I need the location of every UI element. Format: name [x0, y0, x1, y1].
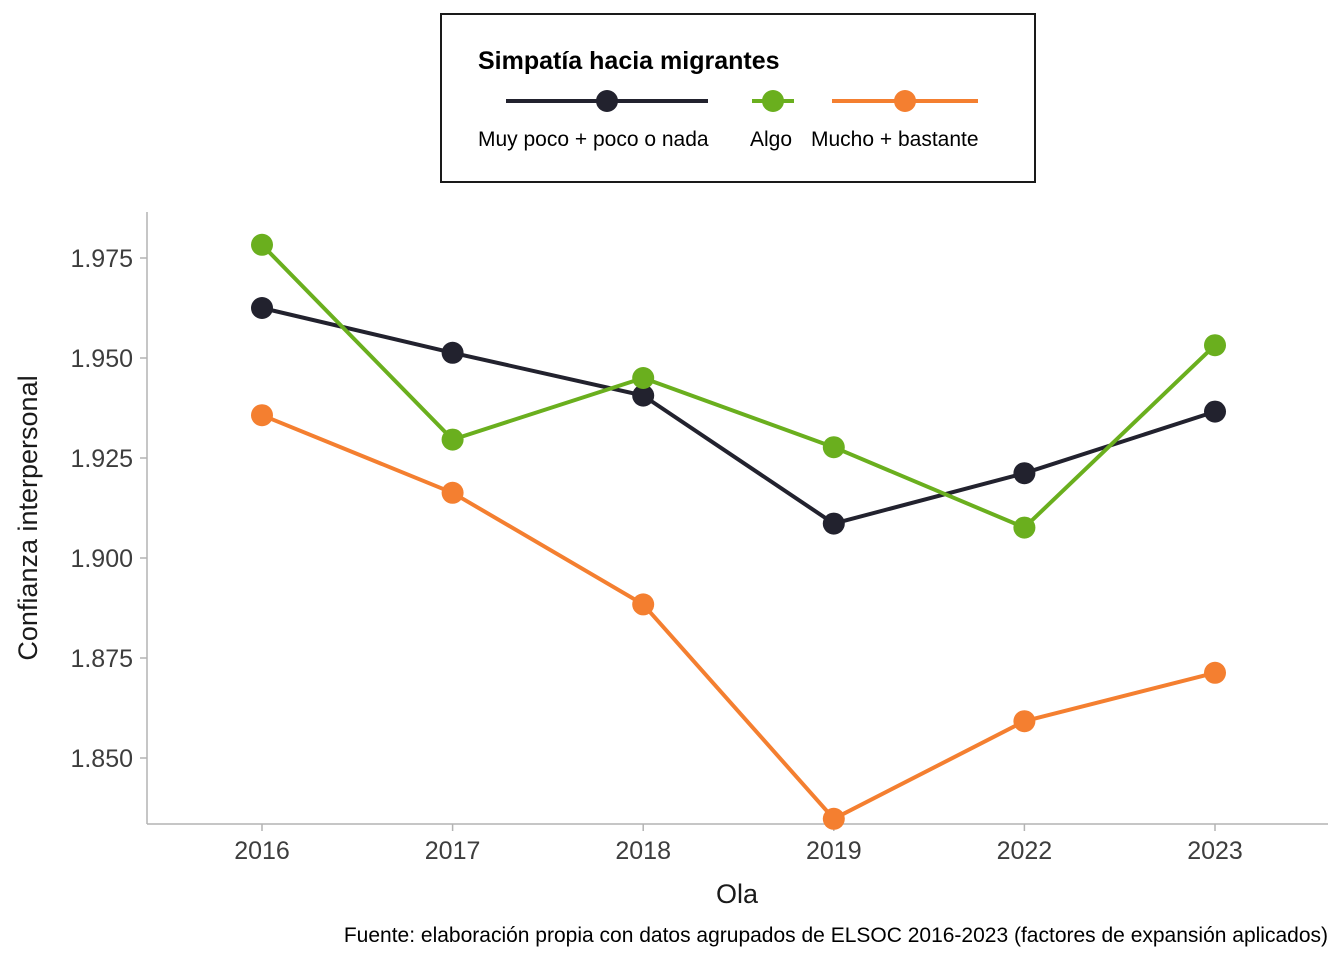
- x-tick-label: 2018: [615, 837, 671, 865]
- legend-item-algo: Algo: [750, 90, 794, 151]
- data-point: [632, 384, 655, 407]
- data-point: [1013, 462, 1036, 485]
- legend-keys: Muy poco + poco o nada Algo Mucho + bastan…: [478, 90, 979, 151]
- data-point: [441, 341, 464, 364]
- data-point: [1013, 516, 1036, 539]
- data-point: [251, 404, 273, 427]
- data-point: [1204, 661, 1226, 684]
- x-tick-label: 2017: [425, 837, 481, 865]
- legend: Simpatía hacia migrantes Muy poco + poco…: [440, 13, 1036, 183]
- x-axis-title: Ola: [716, 879, 759, 909]
- data-point: [251, 297, 273, 319]
- x-tick-label: 2022: [997, 837, 1053, 865]
- legend-key-point: [894, 90, 916, 112]
- legend-title: Simpatía hacia migrantes: [478, 47, 780, 75]
- data-point: [1204, 334, 1226, 357]
- y-tick-label: 1.900: [70, 545, 133, 573]
- legend-item-mucho-bastante: Mucho + bastante: [811, 90, 979, 151]
- legend-item-label: Muy poco + poco o nada: [478, 128, 709, 151]
- legend-key-point: [762, 90, 784, 112]
- y-tick-label: 1.850: [70, 745, 133, 773]
- series-line: [260, 306, 1217, 526]
- caption: Fuente: elaboración propia con datos agr…: [344, 924, 1328, 947]
- data-point: [632, 367, 655, 389]
- y-tick-label: 1.975: [70, 245, 133, 273]
- series-muy-poco-poco-o-nada: [251, 297, 1226, 535]
- data-point: [822, 512, 845, 535]
- data-point: [822, 436, 845, 459]
- data-point: [822, 807, 845, 830]
- data-point: [441, 428, 464, 451]
- y-axis-title: Confianza interpersonal: [13, 375, 43, 660]
- y-tick-label: 1.875: [70, 645, 133, 673]
- y-ticks: 1.850 1.875 1.900 1.925 1.950 1.975: [70, 245, 147, 773]
- data-point: [632, 593, 655, 616]
- x-ticks: 2016 2017 2018 2019 2022 2023: [234, 824, 1243, 865]
- series-line: [260, 413, 1217, 821]
- data-point: [1013, 710, 1036, 733]
- series-layer: [251, 233, 1226, 830]
- legend-item-label: Algo: [750, 128, 792, 151]
- legend-box: [440, 13, 1036, 183]
- y-tick-label: 1.950: [70, 345, 133, 373]
- data-point: [251, 233, 273, 256]
- data-point: [441, 481, 464, 504]
- x-tick-label: 2016: [234, 837, 290, 865]
- data-point: [1204, 400, 1226, 423]
- series-algo: [251, 233, 1226, 539]
- x-tick-label: 2019: [806, 837, 862, 865]
- legend-item-muy-poco-poco-o-nada: Muy poco + poco o nada: [478, 90, 709, 151]
- series-line: [260, 242, 1217, 530]
- x-tick-label: 2023: [1187, 837, 1243, 865]
- y-tick-label: 1.925: [70, 445, 133, 473]
- legend-item-label: Mucho + bastante: [811, 128, 979, 151]
- series-mucho-bastante: [251, 404, 1226, 830]
- legend-key-point: [596, 90, 618, 112]
